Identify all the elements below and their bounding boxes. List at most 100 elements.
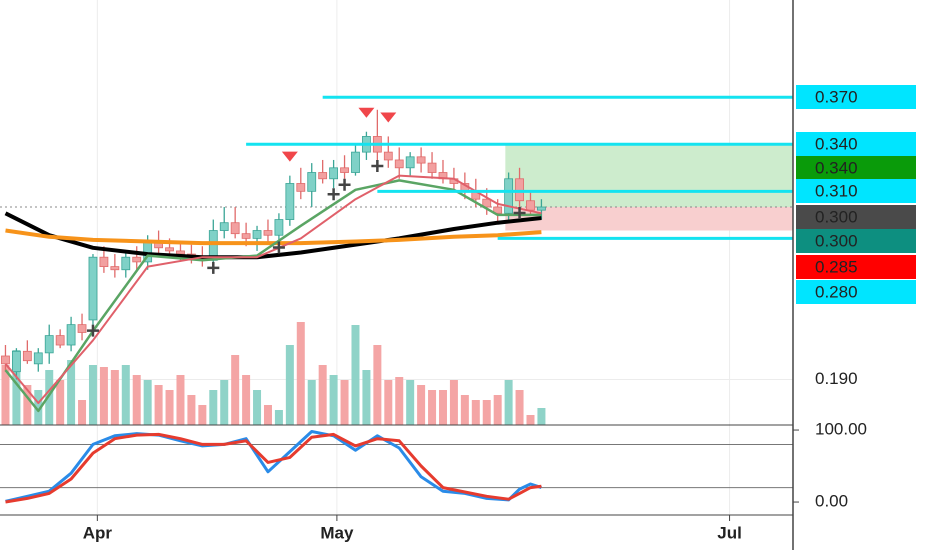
sell-signal bbox=[380, 112, 397, 123]
price-label-box bbox=[796, 205, 916, 229]
volume-bar bbox=[307, 380, 316, 425]
volume-bar bbox=[209, 390, 218, 425]
candle-body bbox=[383, 151, 393, 161]
volume-bar bbox=[515, 390, 524, 425]
volume-bar bbox=[99, 367, 108, 425]
line bbox=[4, 179, 542, 413]
volume-bar bbox=[110, 370, 119, 425]
volume-bar bbox=[1, 365, 10, 425]
volume-bar bbox=[373, 345, 382, 425]
volume-bar bbox=[329, 375, 338, 425]
candle-body bbox=[12, 350, 21, 373]
volume-bar bbox=[428, 390, 437, 425]
candle-body bbox=[165, 247, 174, 252]
labels: Apr May Jul 0.190 100.00 0.00 0.370 0.340 0.340 0… bbox=[83, 85, 916, 542]
candle-body bbox=[44, 335, 54, 354]
candle-body bbox=[241, 233, 251, 239]
volume-bar bbox=[12, 350, 21, 425]
candle-body bbox=[515, 178, 524, 202]
candle-body bbox=[285, 183, 295, 220]
volume-bar bbox=[88, 365, 97, 425]
volume-bar bbox=[340, 380, 349, 425]
candle-body bbox=[318, 172, 328, 180]
price-label-box bbox=[796, 280, 916, 304]
candle-body bbox=[88, 256, 98, 321]
line bbox=[5, 432, 542, 504]
volume-bar bbox=[121, 365, 130, 425]
sell-signal bbox=[358, 107, 375, 118]
volume-bar bbox=[471, 400, 480, 425]
candle-body bbox=[329, 167, 339, 180]
candle-body bbox=[132, 256, 142, 263]
volume-bar bbox=[351, 325, 360, 425]
candle-body bbox=[110, 266, 120, 271]
candle-body bbox=[351, 151, 360, 173]
volume-bar bbox=[67, 360, 76, 425]
line bbox=[5, 430, 542, 503]
cross-marker bbox=[86, 324, 99, 337]
cross-marker bbox=[272, 241, 285, 254]
cross-marker bbox=[338, 178, 351, 191]
volume-bar bbox=[187, 395, 196, 425]
volume-bar bbox=[165, 390, 174, 425]
candle-body bbox=[66, 324, 76, 346]
cross-marker bbox=[371, 159, 384, 172]
volume-bar bbox=[438, 390, 447, 425]
candle-body bbox=[493, 206, 503, 214]
price-label: 0.300 bbox=[815, 207, 858, 226]
candle-body bbox=[504, 178, 514, 214]
price-label: 0.310 bbox=[815, 181, 858, 200]
volume-bar bbox=[253, 390, 262, 425]
volume-bar bbox=[285, 345, 294, 425]
y-tick-label: 100.00 bbox=[815, 420, 867, 439]
line bbox=[4, 211, 542, 260]
price-label-box bbox=[796, 179, 916, 203]
loss-zone bbox=[505, 207, 793, 231]
candle-body bbox=[33, 352, 43, 365]
volume-bar bbox=[242, 375, 251, 425]
candle-body bbox=[230, 222, 240, 235]
y-tick-label: 0.190 bbox=[815, 369, 858, 388]
price-label: 0.340 bbox=[815, 134, 858, 153]
candle-body bbox=[482, 198, 492, 208]
price-label-box bbox=[796, 132, 916, 156]
price-label-box bbox=[796, 255, 916, 279]
cross-marker bbox=[513, 207, 526, 220]
candle-body bbox=[99, 256, 109, 268]
candle-body bbox=[77, 324, 87, 333]
candle-body bbox=[121, 256, 131, 271]
candle-body bbox=[55, 335, 65, 346]
volume-bar bbox=[143, 380, 152, 425]
price-label: 0.340 bbox=[815, 158, 858, 177]
volume-bar bbox=[23, 385, 32, 425]
price-label: 0.285 bbox=[815, 257, 858, 276]
candle-body bbox=[219, 222, 229, 231]
candle-body bbox=[340, 167, 349, 173]
candle-body bbox=[296, 183, 306, 192]
volume-bar bbox=[318, 365, 327, 425]
volume-bar bbox=[449, 380, 458, 425]
candle-body bbox=[537, 206, 546, 211]
volume-bar bbox=[395, 377, 404, 425]
plot bbox=[0, 95, 793, 504]
y-tick-label: 0.00 bbox=[815, 492, 848, 511]
candle-body bbox=[1, 355, 10, 365]
volume-bar bbox=[526, 415, 535, 425]
price-label: 0.300 bbox=[815, 231, 858, 250]
sell-signal bbox=[281, 151, 298, 162]
x-tick-label: May bbox=[320, 523, 354, 542]
volume-bar bbox=[504, 380, 513, 425]
price-label: 0.280 bbox=[815, 282, 858, 301]
volume-bar bbox=[274, 410, 283, 425]
volume-bar bbox=[154, 385, 163, 425]
candle-body bbox=[176, 250, 185, 255]
volume-bar bbox=[493, 395, 502, 425]
cross-marker bbox=[327, 188, 340, 201]
volume-bar bbox=[384, 380, 393, 425]
volume-bar bbox=[78, 400, 87, 425]
candle-body bbox=[416, 156, 426, 164]
price-label-box bbox=[796, 156, 916, 180]
volume-bar bbox=[132, 375, 141, 425]
